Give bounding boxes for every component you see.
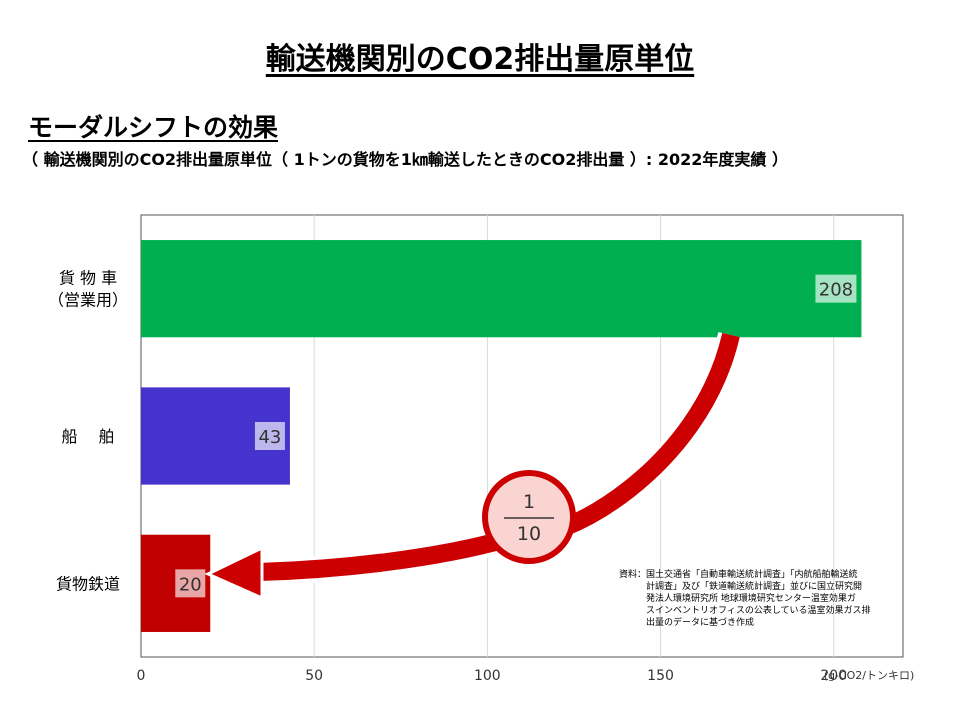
value-label: 43 (258, 427, 281, 448)
category-label: 貨物鉄道 (56, 574, 120, 593)
ratio-numerator: 1 (523, 491, 535, 513)
ratio-badge (482, 470, 576, 564)
x-tick-label: 150 (647, 668, 674, 684)
source-note: 資料：国土交通省「自動車輸送統計調査」「内航船舶輸送統 計調査」及び「鉄道輸送統… (619, 570, 871, 628)
reduction-annotation: 1 10 (204, 331, 744, 601)
value-label: 208 (819, 280, 853, 301)
value-label-bg (175, 569, 206, 598)
value-label-bg (815, 274, 857, 303)
category-label: 船 舶 (61, 427, 114, 446)
bar (141, 240, 862, 338)
x-axis-ticks: 0 50 100 150 200 (137, 668, 848, 684)
arrow-head (204, 545, 264, 601)
value-label-bg (254, 422, 285, 450)
ratio-denominator: 10 (517, 523, 541, 545)
x-tick-label: 100 (474, 668, 501, 684)
x-tick-label: 200 (820, 668, 847, 684)
chart-subtitle: （ 輸送機関別のCO2排出量原単位（ 1トンの貨物を1㎞輸送したときのCO2排出… (22, 150, 789, 169)
page-title: 輸送機関別のCO2排出量原単位 (265, 42, 695, 77)
x-tick-label: 0 (137, 668, 146, 684)
section-title: モーダルシフトの効果 (28, 113, 279, 142)
category-label: 貨 物 車（営業用） (48, 269, 128, 310)
value-label: 20 (179, 574, 202, 595)
x-tick-label: 50 (305, 668, 323, 684)
x-axis-unit: (g-CO2/トンキロ) (824, 669, 915, 682)
bars: 208 43 20 (141, 240, 862, 632)
